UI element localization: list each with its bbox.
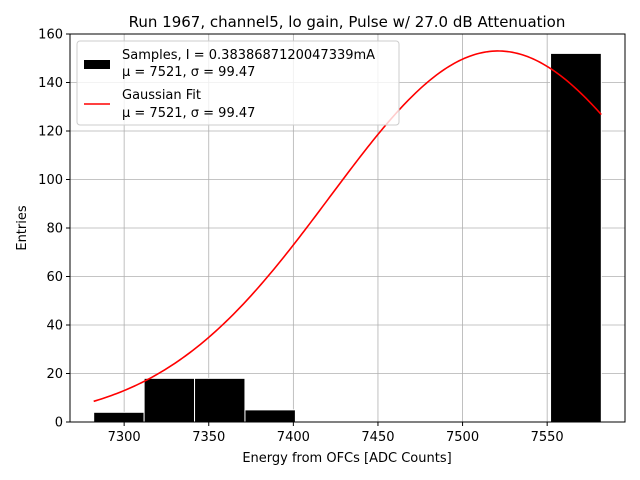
- y-tick-label: 60: [46, 270, 63, 285]
- y-axis-ticks: 0 20 40 60 80 100 120 140 160: [38, 28, 70, 431]
- legend-fit-label: Gaussian Fit: [122, 88, 201, 103]
- x-tick-label: 7550: [531, 430, 564, 445]
- histogram-bars: [93, 52, 602, 423]
- histogram-bar: [550, 52, 602, 423]
- y-tick-label: 20: [46, 367, 63, 382]
- histogram-bar: [244, 409, 296, 423]
- x-tick-label: 7400: [277, 430, 310, 445]
- y-tick-label: 140: [38, 76, 63, 91]
- y-tick-label: 160: [38, 28, 63, 43]
- x-tick-label: 7350: [192, 430, 225, 445]
- x-tick-label: 7450: [361, 430, 394, 445]
- legend-box: [76, 40, 400, 126]
- y-tick-label: 80: [46, 222, 63, 237]
- y-tick-label: 0: [55, 416, 63, 431]
- histogram-bar: [93, 411, 145, 423]
- legend: Samples, I = 0.3838687120047339mA μ = 75…: [76, 40, 400, 126]
- gaussian-fit-line: [93, 50, 602, 403]
- legend-fit-stats: μ = 7521, σ = 99.47: [122, 106, 255, 121]
- histogram-bar: [143, 377, 196, 423]
- histogram-bar: [194, 377, 246, 423]
- legend-samples-label: Samples, I = 0.3838687120047339mA: [122, 48, 375, 63]
- chart-title: Run 1967, channel5, lo gain, Pulse w/ 27…: [129, 13, 566, 31]
- y-tick-label: 120: [38, 125, 63, 140]
- legend-samples-swatch: [84, 60, 110, 69]
- x-tick-label: 7300: [108, 430, 141, 445]
- x-axis-label: Energy from OFCs [ADC Counts]: [242, 451, 451, 466]
- y-tick-label: 100: [38, 173, 63, 188]
- y-tick-label: 40: [46, 319, 63, 334]
- legend-samples-stats: μ = 7521, σ = 99.47: [122, 65, 255, 80]
- x-axis-ticks: 7300 7350 7400 7450 7500 7550: [108, 422, 564, 445]
- y-axis-label: Entries: [15, 205, 30, 251]
- x-tick-label: 7500: [446, 430, 479, 445]
